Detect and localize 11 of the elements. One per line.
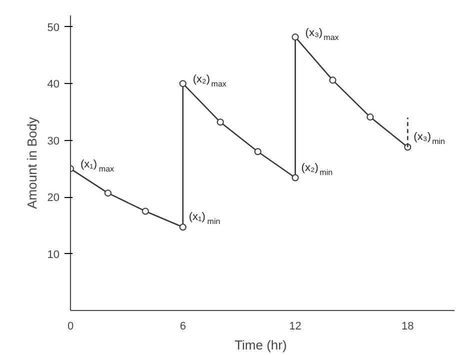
y-tick-label: 20 (47, 192, 60, 204)
y-axis-title: Amount in Body (24, 116, 40, 209)
x-tick-label: 0 (67, 320, 74, 332)
x-axis-title: Time (hr) (234, 338, 287, 352)
x-tick-label: 12 (289, 320, 302, 332)
x-tick-label: 6 (180, 320, 186, 332)
y-tick-label: 10 (47, 248, 60, 261)
y-tick-label: 50 (47, 22, 60, 34)
y-tick-label: 30 (47, 135, 60, 148)
y-tick-label: 40 (47, 78, 60, 91)
x-tick-label: 18 (402, 320, 414, 332)
